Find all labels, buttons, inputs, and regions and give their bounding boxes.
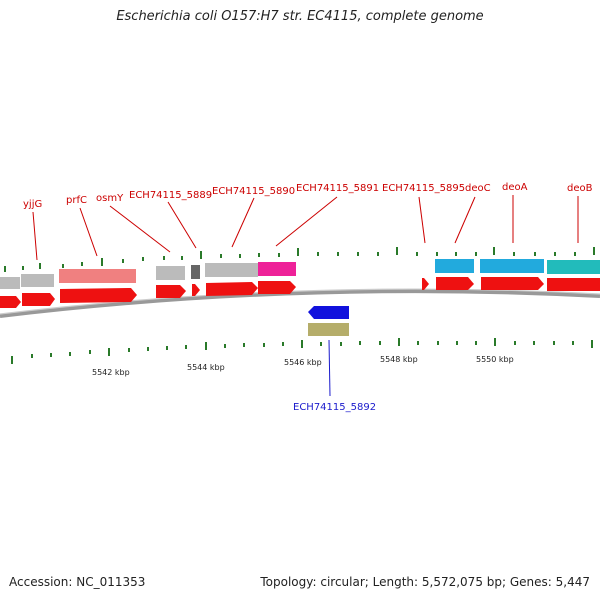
cds-arrow <box>156 285 186 298</box>
cds-forward-track <box>0 277 600 308</box>
genome-summary-text: Topology: circular; Length: 5,572,075 bp… <box>260 575 590 589</box>
scale-label: 5546 kbp <box>284 358 322 367</box>
gene-box <box>21 274 54 287</box>
cds-arrow <box>22 293 55 306</box>
cds-arrow <box>192 284 200 296</box>
cds-arrow <box>206 282 258 296</box>
gene-label-ech74115-5890: ECH74115_5890 <box>212 186 295 197</box>
scale-label: 5548 kbp <box>380 355 418 364</box>
gene-box <box>547 260 600 274</box>
label-leaders <box>32 195 579 261</box>
scale-label: 5542 kbp <box>92 368 130 377</box>
cds-arrow-reverse <box>308 306 349 319</box>
cds-arrow <box>436 277 474 290</box>
label-leader-blue <box>328 339 331 397</box>
gene-label-deoB: deoB <box>567 183 593 194</box>
gene-box <box>205 263 258 277</box>
genome-title: Escherichia coli O157:H7 str. EC4115, co… <box>116 9 484 24</box>
gene-box <box>0 277 20 289</box>
gene-box <box>191 265 200 279</box>
genome-backbone <box>0 289 600 318</box>
gene-label-yjjG: yjjG <box>23 199 42 210</box>
scale-label: 5550 kbp <box>476 355 514 364</box>
cds-arrow <box>547 278 600 291</box>
gene-box-reverse <box>308 323 349 336</box>
gene-label-deoC: deoC <box>465 183 491 194</box>
cds-arrow <box>422 278 429 290</box>
gene-label-ech74115-5891: ECH74115_5891 <box>296 183 379 194</box>
scale-label: 5544 kbp <box>187 363 225 372</box>
cds-arrow <box>481 277 544 290</box>
gene-box <box>156 266 185 280</box>
cds-arrow <box>0 296 21 308</box>
gene-box <box>435 259 474 273</box>
gene-label-prfC: prfC <box>66 195 87 206</box>
genome-backbone-highlight <box>0 288 600 315</box>
outer-ticks <box>4 247 595 272</box>
gene-track <box>0 259 600 289</box>
inner-ticks <box>11 338 593 364</box>
gene-label-deoA: deoA <box>502 182 528 193</box>
accession-text: Accession: NC_011353 <box>9 575 146 589</box>
gene-label-osmY: osmY <box>96 193 124 204</box>
gene-label-ech74115-5895: ECH74115_5895 <box>382 183 465 194</box>
gene-box <box>258 262 296 276</box>
gene-box <box>480 259 544 273</box>
gene-box <box>59 269 136 283</box>
cds-arrow <box>60 288 137 303</box>
gene-label-ech74115-5892: ECH74115_5892 <box>293 402 376 413</box>
gene-label-ech74115-5889: ECH74115_5889 <box>129 190 212 201</box>
cds-arrow <box>258 281 296 294</box>
